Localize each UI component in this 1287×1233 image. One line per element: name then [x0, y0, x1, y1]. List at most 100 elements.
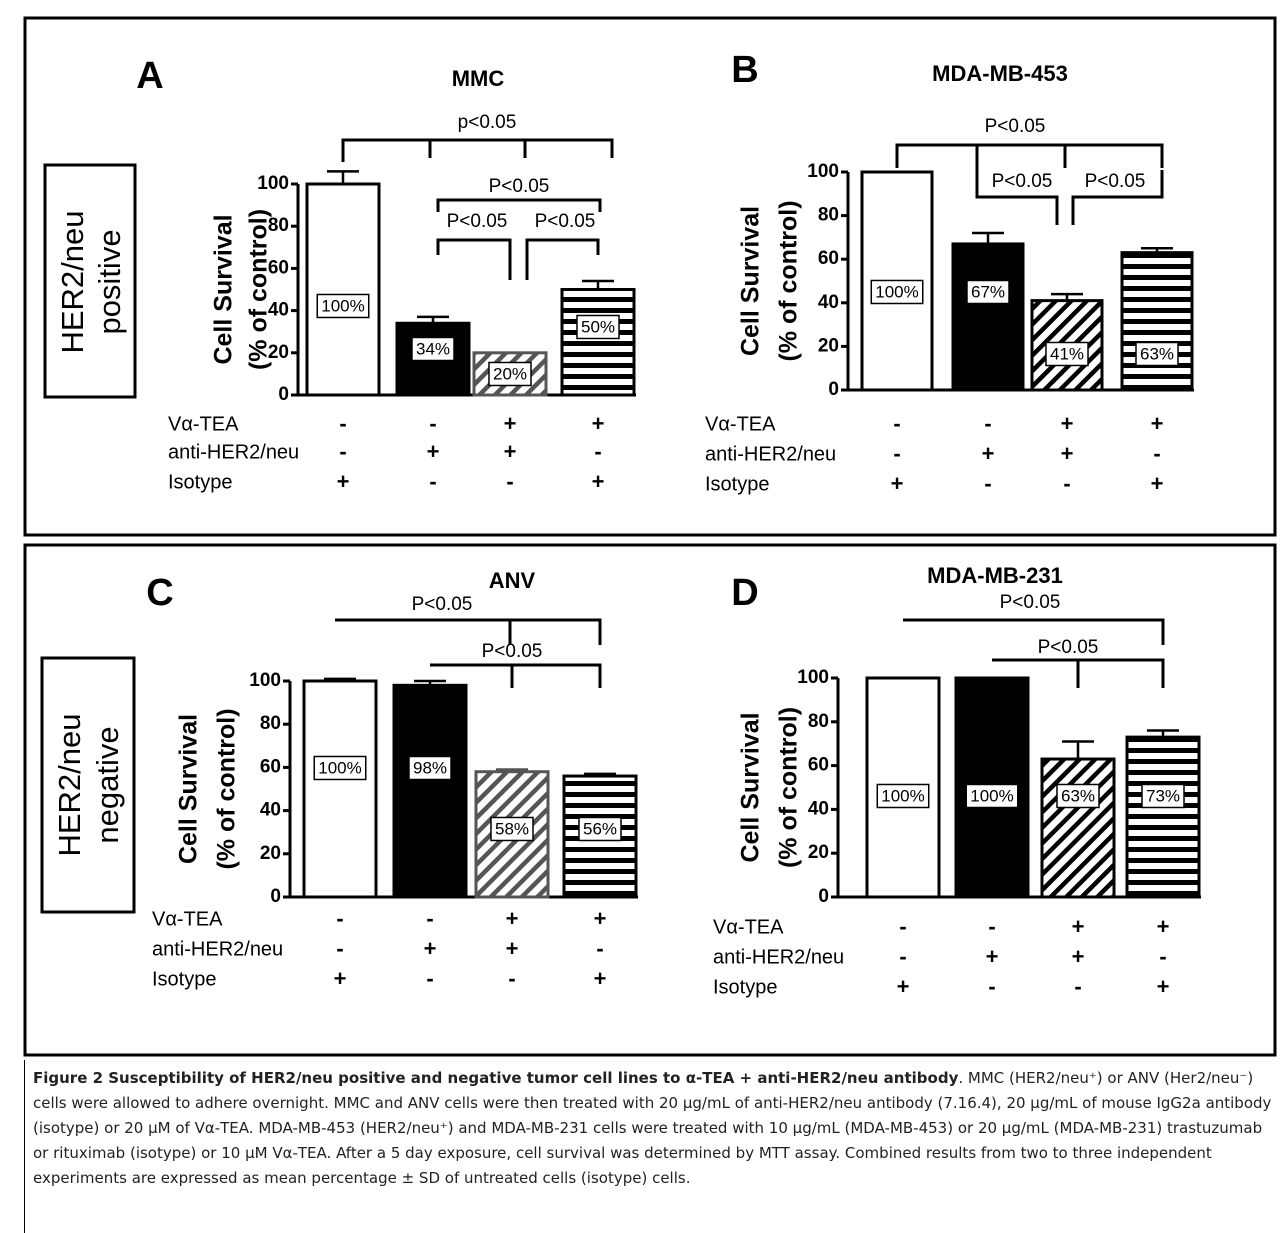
treatment-sign: - [899, 944, 906, 969]
value-label-box [313, 755, 367, 781]
value-label: 63% [1061, 786, 1095, 805]
treatment-sign: + [427, 439, 440, 464]
treatment-label: anti-HER2/neu [152, 938, 283, 960]
error-bar [496, 768, 528, 772]
significance-label: P<0.05 [447, 211, 508, 232]
significance-label: P<0.05 [535, 211, 596, 232]
significance-bracket [436, 238, 512, 280]
treatment-sign: - [988, 914, 995, 939]
group-box [43, 163, 137, 399]
value-label: 98% [413, 758, 447, 777]
bar [1040, 757, 1116, 899]
significance-bracket [992, 658, 1165, 688]
y-tick-label: 20 [268, 342, 289, 363]
significance-bracket [895, 143, 1164, 225]
group-label: HER2/neu [55, 210, 90, 353]
significance-bracket [903, 618, 1165, 645]
y-tick-label: 100 [257, 173, 289, 194]
chart-title: MDA-MB-231 [927, 563, 1063, 588]
treatment-sign: + [1151, 411, 1164, 436]
caption-text: . MMC (HER2/neu⁺) or ANV (Her2/neu⁻) cel… [33, 1069, 1272, 1187]
treatment-label: Isotype [168, 471, 232, 493]
significance-label: p<0.05 [458, 112, 517, 133]
significance-bracket [525, 238, 600, 280]
treatment-sign: + [504, 439, 517, 464]
y-tick-label: 0 [278, 384, 289, 405]
treatment-sign: - [506, 469, 513, 494]
treatment-label: Isotype [713, 976, 777, 998]
value-label-box [411, 336, 455, 362]
error-bar [417, 315, 449, 324]
value-label-box [316, 293, 370, 319]
treatment-sign: + [424, 936, 437, 961]
treatment-sign: + [337, 469, 350, 494]
value-label-box [488, 361, 532, 387]
value-label: 73% [1146, 786, 1180, 805]
value-label-box [576, 314, 620, 340]
error-bar [972, 231, 1004, 244]
chart-title: ANV [489, 568, 536, 593]
treatment-sign: + [594, 966, 607, 991]
error-bar [584, 772, 616, 777]
value-label: 20% [493, 364, 527, 383]
value-label-box [870, 279, 924, 305]
significance-label: P<0.05 [412, 594, 473, 615]
significance-label: P<0.05 [985, 116, 1046, 137]
value-label: 34% [416, 339, 450, 358]
value-label: 58% [495, 819, 529, 838]
value-label-box [408, 755, 452, 781]
significance-bracket [436, 198, 602, 212]
bar [951, 242, 1025, 392]
treatment-sign: - [429, 411, 436, 436]
value-label-box [1141, 783, 1185, 809]
y-axis-label: (% of control) [775, 707, 803, 868]
treatment-sign: - [594, 439, 601, 464]
caption-title: Figure 2 Susceptibility of HER2/neu posi… [33, 1069, 959, 1087]
treatment-sign: - [1159, 944, 1166, 969]
y-axis-label: Cell Survival [737, 206, 765, 356]
treatment-sign: - [426, 966, 433, 991]
value-label: 100% [318, 758, 361, 777]
y-tick-label: 40 [808, 798, 829, 819]
significance-bracket [430, 663, 602, 688]
y-tick-label: 100 [249, 670, 281, 691]
panel-label: C [146, 572, 173, 614]
value-label-box [876, 783, 930, 809]
treatment-sign: + [1061, 441, 1074, 466]
treatment-label: anti-HER2/neu [705, 443, 836, 465]
treatment-label: anti-HER2/neu [713, 946, 844, 968]
value-label-box [966, 279, 1010, 305]
y-tick-label: 40 [260, 800, 281, 821]
y-tick-label: 80 [268, 215, 289, 236]
value-label-box [1045, 341, 1089, 367]
treatment-sign: - [336, 936, 343, 961]
group-label: negative [90, 726, 125, 843]
treatment-sign: + [1151, 471, 1164, 496]
y-tick-label: 80 [818, 205, 839, 226]
panel-label: D [731, 572, 758, 614]
y-tick-label: 0 [828, 379, 839, 400]
treatment-sign: - [339, 411, 346, 436]
y-axis-label: (% of control) [213, 708, 241, 869]
value-label-box [578, 816, 622, 842]
error-bar [1062, 740, 1094, 760]
y-tick-label: 60 [260, 756, 281, 777]
treatment-sign: - [899, 914, 906, 939]
value-label: 41% [1050, 344, 1084, 363]
y-axis-label: Cell Survival [737, 712, 765, 862]
treatment-sign: + [592, 411, 605, 436]
y-tick-label: 80 [808, 711, 829, 732]
treatment-sign: + [504, 411, 517, 436]
chart-title: MMC [452, 66, 505, 91]
value-label: 67% [971, 282, 1005, 301]
y-tick-label: 40 [818, 292, 839, 313]
group-label: HER2/neu [52, 713, 87, 856]
figure: HER2/neu positive HER2/neu negative A MMC… [23, 16, 1277, 1057]
significance-label: P<0.05 [1038, 637, 1099, 658]
treatment-sign: + [986, 944, 999, 969]
treatment-sign: - [988, 974, 995, 999]
y-tick-label: 20 [260, 843, 281, 864]
treatment-sign: - [429, 469, 436, 494]
error-bar [582, 279, 614, 290]
